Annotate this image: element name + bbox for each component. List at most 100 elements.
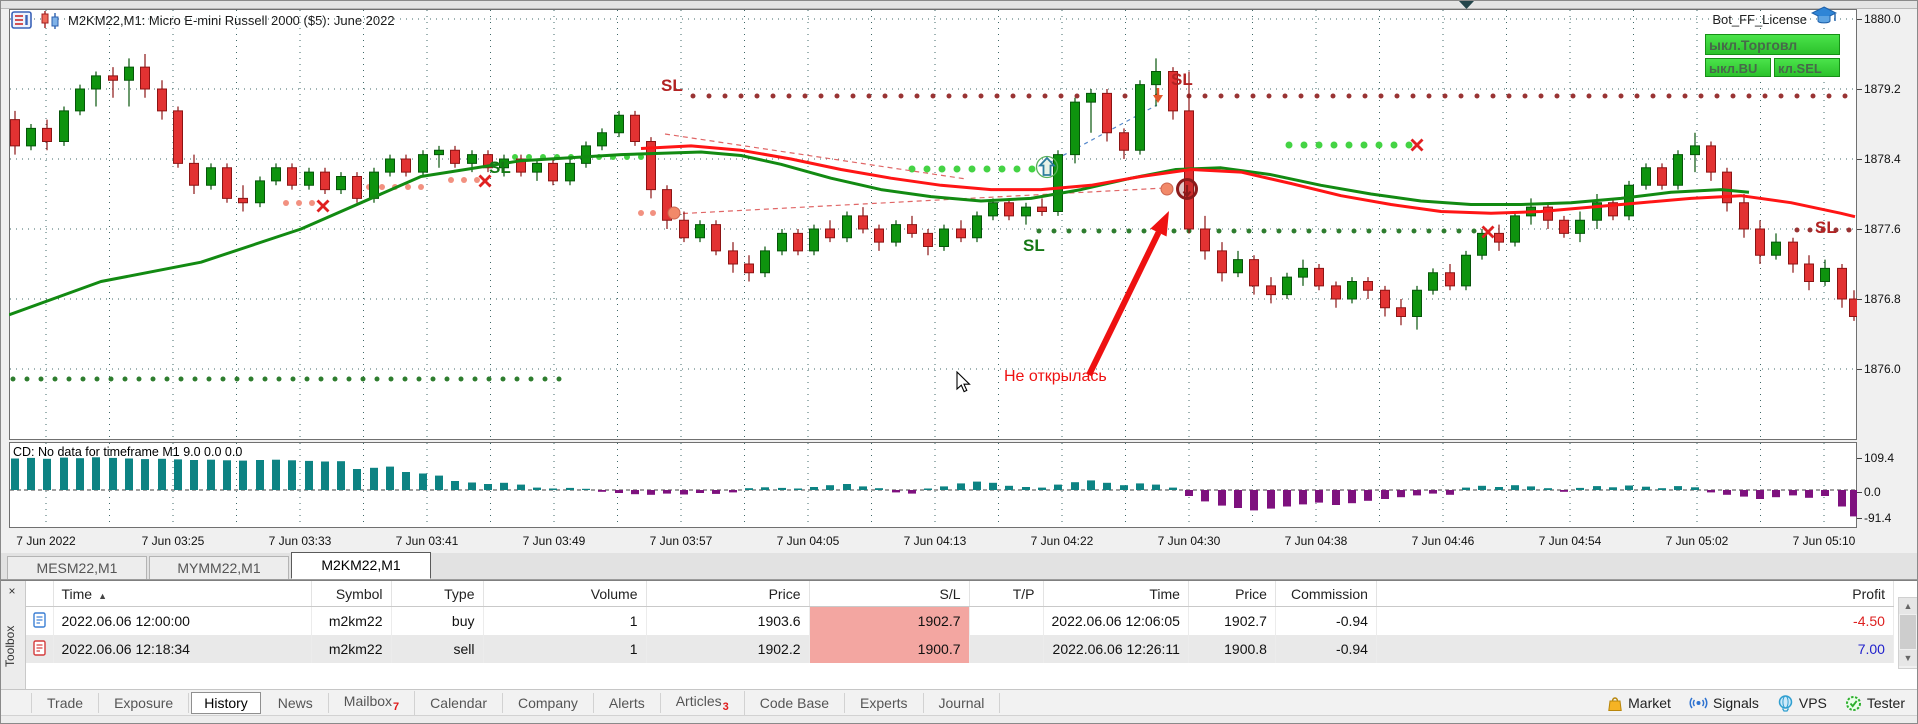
candle: [1624, 184, 1634, 217]
candle: [1102, 92, 1112, 134]
column-header-symbol[interactable]: Symbol: [311, 581, 392, 607]
indicator-axis-label: 0.0: [1864, 485, 1881, 499]
column-header-price[interactable]: Price: [1188, 581, 1276, 607]
candle: [1690, 145, 1700, 156]
candle: [287, 167, 297, 186]
candle: [760, 250, 770, 274]
time-axis-label: 7 Jun 04:05: [776, 534, 840, 548]
histogram-bar: [1054, 484, 1062, 490]
candle: [206, 167, 216, 186]
bottom-tab-articles[interactable]: Articles3: [661, 691, 745, 715]
bottom-link-vps[interactable]: VPS: [1777, 694, 1827, 712]
histogram-bar: [908, 490, 916, 494]
bottom-tab-experts[interactable]: Experts: [845, 692, 924, 713]
scroll-position-marker-icon[interactable]: [1459, 1, 1475, 9]
candle: [434, 149, 444, 156]
column-header-commission[interactable]: Commission: [1275, 581, 1377, 607]
candle: [565, 162, 575, 182]
candle: [467, 154, 477, 164]
indicator-list-icon[interactable]: [11, 11, 32, 29]
history-row-buy[interactable]: 2022.06.06 12:00:00 m2km22 buy 1 1903.6 1902.…: [26, 606, 1894, 635]
candle: [26, 127, 36, 147]
histogram-bar: [288, 460, 296, 490]
bottom-link-market[interactable]: Market: [1607, 695, 1671, 712]
candle: [939, 228, 949, 247]
cell-volume: 1: [483, 606, 647, 635]
histogram-bar: [190, 460, 198, 490]
histogram-bar: [1332, 490, 1340, 505]
candlestick-chart-icon[interactable]: [39, 10, 61, 30]
column-header-t-p[interactable]: T/P: [969, 581, 1044, 607]
bottom-tab-mailbox[interactable]: Mailbox7: [329, 691, 416, 715]
bottom-tab-history[interactable]: History: [191, 691, 261, 714]
cell-t-p: [969, 606, 1044, 635]
ea-toggle-sell-button[interactable]: кл.SEL: [1774, 58, 1840, 77]
histogram-bar: [696, 490, 704, 493]
indicator-axis-label: 109.4: [1864, 451, 1895, 465]
bottom-tab-alerts[interactable]: Alerts: [594, 692, 661, 713]
indicator-axis-tick: [1857, 458, 1862, 459]
cell-type: sell: [391, 635, 484, 663]
history-row-sell[interactable]: 2022.06.06 12:18:34 m2km22 sell 1 1902.2 1900…: [26, 635, 1894, 663]
bottom-tab-trade[interactable]: Trade: [31, 692, 100, 713]
toolbox-scrollbar[interactable]: ▲ ▼: [1898, 597, 1917, 669]
histogram-bar: [1707, 490, 1715, 493]
histogram-bar: [680, 490, 688, 495]
candle: [336, 176, 346, 191]
bottom-tab-journal[interactable]: Journal: [924, 692, 1001, 713]
candle: [1510, 215, 1520, 243]
bottom-tab-company[interactable]: Company: [503, 692, 594, 713]
candle: [988, 202, 998, 217]
bottom-tab-news[interactable]: News: [263, 692, 329, 713]
column-header-profit[interactable]: Profit: [1376, 581, 1894, 607]
bottom-link-tester[interactable]: Tester: [1845, 695, 1905, 712]
candle: [75, 88, 85, 112]
vps-label: VPS: [1798, 695, 1827, 711]
candle: [1657, 167, 1667, 186]
ea-toggle-trade-button[interactable]: ыкл.Торговл: [1705, 34, 1840, 55]
column-header-type[interactable]: Type: [391, 581, 484, 607]
column-header-s-l[interactable]: S/L: [809, 581, 970, 607]
scroll-up-icon[interactable]: ▲: [1899, 598, 1917, 614]
candle: [271, 167, 281, 182]
candle: [581, 145, 591, 164]
toolbox-close-button[interactable]: ×: [8, 584, 16, 598]
column-header-volume[interactable]: Volume: [483, 581, 647, 607]
price-axis-tick: [1857, 19, 1862, 20]
scrollbar-thumb[interactable]: [1900, 615, 1916, 649]
histogram-bar: [1772, 490, 1780, 498]
histogram-bar: [1495, 487, 1503, 490]
candle: [956, 228, 966, 239]
histogram-bar: [1152, 484, 1160, 490]
indicator-canvas[interactable]: [9, 442, 1857, 528]
bottom-tab-code-base[interactable]: Code Base: [745, 692, 846, 713]
candle: [1021, 206, 1031, 217]
histogram-bar: [158, 458, 166, 490]
candle: [825, 228, 835, 239]
chart-tab-mymm22-m1[interactable]: MYMM22,M1: [149, 556, 289, 579]
histogram-bar: [1315, 490, 1323, 503]
unread-badge: 3: [722, 700, 729, 713]
cell-symbol: m2km22: [311, 635, 392, 663]
bottom-tab-calendar[interactable]: Calendar: [415, 692, 503, 713]
ea-toggle-buy-button[interactable]: ыкл.BU: [1705, 58, 1771, 77]
bottom-tab-exposure[interactable]: Exposure: [99, 692, 190, 713]
bottom-link-signals[interactable]: Signals: [1689, 695, 1759, 711]
column-header-time[interactable]: Time ▲: [53, 581, 312, 607]
chart-top-strip: [1, 1, 1917, 9]
candle: [923, 232, 933, 247]
main-chart-canvas[interactable]: SL SL SL SL SL: [9, 9, 1857, 440]
cell-time: 2022.06.06 12:00:00: [53, 606, 312, 635]
scroll-down-icon[interactable]: ▼: [1899, 650, 1917, 666]
history-table: Time ▲ Symbol Type Volume Price S/L T/P Time Pric…: [26, 581, 1894, 663]
candle: [1788, 241, 1798, 265]
column-header-price[interactable]: Price: [646, 581, 810, 607]
chart-tab-m2km22-m1[interactable]: M2KM22,M1: [291, 552, 431, 579]
column-header-time[interactable]: Time: [1043, 581, 1189, 607]
time-axis-label: 7 Jun 04:22: [1030, 534, 1094, 548]
histogram-bar: [386, 466, 394, 490]
chart-tab-mesm22-m1[interactable]: MESM22,M1: [7, 556, 147, 579]
histogram-bar: [1169, 487, 1177, 490]
candle: [1233, 259, 1243, 274]
histogram-bar: [337, 461, 345, 490]
